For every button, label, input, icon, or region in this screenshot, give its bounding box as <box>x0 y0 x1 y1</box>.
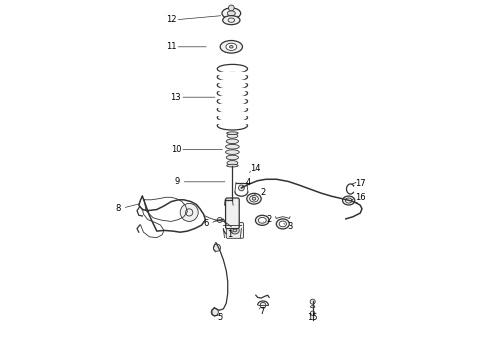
Circle shape <box>213 244 220 251</box>
Text: 14: 14 <box>250 164 261 173</box>
Ellipse shape <box>231 227 239 234</box>
Ellipse shape <box>279 221 286 227</box>
Ellipse shape <box>227 132 238 135</box>
Text: 10: 10 <box>171 145 181 154</box>
Ellipse shape <box>220 40 243 53</box>
Text: 1: 1 <box>227 230 232 239</box>
Text: 4: 4 <box>246 178 251 187</box>
Text: 6: 6 <box>203 219 209 228</box>
Circle shape <box>226 201 232 206</box>
Text: 5: 5 <box>217 313 222 322</box>
Text: 11: 11 <box>166 42 176 51</box>
FancyBboxPatch shape <box>225 198 239 229</box>
Circle shape <box>228 5 234 11</box>
Text: 2: 2 <box>260 188 265 197</box>
Ellipse shape <box>258 217 266 223</box>
Ellipse shape <box>226 155 239 160</box>
Ellipse shape <box>252 197 256 200</box>
Text: 7: 7 <box>260 307 265 316</box>
Ellipse shape <box>345 198 352 203</box>
Ellipse shape <box>225 144 239 149</box>
Ellipse shape <box>226 43 237 50</box>
Text: 9: 9 <box>175 177 180 186</box>
Ellipse shape <box>229 46 233 48</box>
Ellipse shape <box>227 11 235 16</box>
Circle shape <box>217 217 222 222</box>
Ellipse shape <box>227 134 238 138</box>
Ellipse shape <box>227 161 238 165</box>
Ellipse shape <box>343 196 355 205</box>
Text: 17: 17 <box>355 179 366 188</box>
Text: 15: 15 <box>307 313 318 322</box>
Ellipse shape <box>227 164 238 167</box>
Circle shape <box>180 203 198 221</box>
Ellipse shape <box>255 215 269 225</box>
Circle shape <box>310 299 315 304</box>
Ellipse shape <box>222 8 241 19</box>
Text: 16: 16 <box>355 193 366 202</box>
Ellipse shape <box>276 219 289 229</box>
Ellipse shape <box>225 150 239 154</box>
Text: 3: 3 <box>287 222 293 231</box>
Circle shape <box>239 185 245 191</box>
Text: 2: 2 <box>267 215 272 224</box>
Ellipse shape <box>222 15 240 24</box>
Circle shape <box>211 309 219 316</box>
Text: 13: 13 <box>171 93 181 102</box>
Text: 8: 8 <box>116 204 121 212</box>
Text: 12: 12 <box>166 15 176 24</box>
FancyBboxPatch shape <box>226 222 244 238</box>
Ellipse shape <box>247 193 261 204</box>
Circle shape <box>260 302 266 308</box>
Ellipse shape <box>250 195 258 202</box>
Ellipse shape <box>226 139 239 144</box>
